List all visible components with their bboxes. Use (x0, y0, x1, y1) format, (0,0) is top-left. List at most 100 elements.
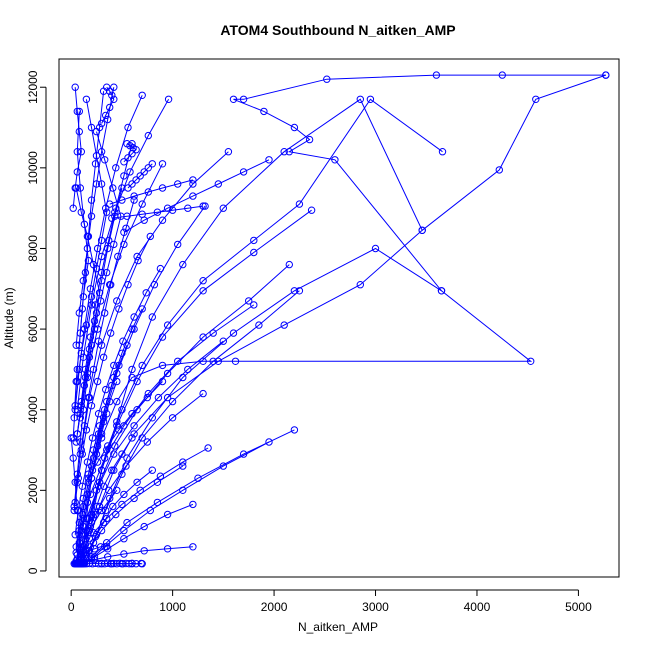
y-tick-label: 2000 (26, 477, 40, 504)
data-point (239, 95, 248, 104)
data-point (91, 301, 100, 309)
data-point (138, 434, 146, 442)
series-line (76, 99, 170, 410)
data-point (532, 95, 540, 104)
data-point (128, 410, 136, 418)
series-line (111, 205, 204, 219)
data-point (124, 184, 132, 192)
data-point (163, 545, 172, 553)
data-point (164, 95, 173, 104)
data-point (104, 244, 112, 253)
data-point (209, 357, 217, 365)
data-point (93, 458, 102, 466)
series-line (101, 86, 115, 124)
data-point (138, 305, 146, 313)
data-point (123, 341, 131, 349)
data-point (80, 220, 89, 229)
data-point (130, 422, 138, 430)
data-point (87, 474, 96, 482)
data-point (356, 95, 364, 104)
data-point (85, 547, 94, 555)
data-point (113, 377, 121, 386)
data-point (438, 148, 447, 156)
series-line (73, 199, 135, 511)
data-point (75, 107, 84, 116)
data-point (184, 204, 192, 212)
data-point (97, 506, 106, 515)
data-point (199, 287, 207, 295)
data-point (118, 450, 126, 458)
data-point (290, 123, 299, 132)
data-point (118, 196, 126, 204)
data-point (158, 361, 167, 370)
data-point (239, 450, 248, 458)
data-point (71, 83, 79, 91)
data-point (138, 91, 146, 100)
data-point (158, 333, 167, 341)
data-point (498, 71, 506, 79)
data-point (136, 172, 144, 180)
data-point (69, 454, 77, 462)
data-point (148, 466, 157, 474)
data-point (163, 393, 172, 402)
data-point (128, 559, 136, 567)
data-point (123, 518, 131, 527)
y-tick-label: 12000 (26, 70, 40, 104)
data-point (128, 434, 136, 442)
data-point (179, 260, 187, 269)
data-point (80, 325, 89, 333)
series-line (70, 437, 84, 564)
data-point (199, 277, 207, 285)
series-line (72, 87, 82, 209)
data-point (83, 373, 92, 382)
data-point (67, 434, 75, 442)
data-point (124, 154, 132, 162)
data-point (133, 406, 141, 414)
data-point (72, 438, 80, 446)
data-point (80, 381, 89, 390)
series-line (109, 179, 194, 205)
data-point (86, 333, 95, 341)
series-line (78, 74, 606, 564)
data-point (84, 474, 93, 482)
data-point (134, 256, 142, 265)
data-point (158, 216, 167, 224)
data-point (92, 264, 101, 273)
data-point (133, 377, 141, 386)
data-point (79, 293, 88, 301)
data-point (144, 131, 153, 140)
data-point (103, 514, 111, 523)
data-point (163, 204, 172, 212)
chart-title: ATOM4 Southbound N_aitken_AMP (220, 22, 455, 38)
data-point (73, 506, 82, 515)
data-point (113, 397, 121, 406)
data-point (104, 442, 112, 450)
data-point (76, 450, 85, 458)
data-point (88, 434, 97, 442)
data-point (120, 422, 128, 430)
data-point (128, 180, 136, 188)
data-point (103, 208, 111, 216)
data-point (110, 361, 118, 370)
data-point (82, 426, 91, 434)
data-point (89, 365, 98, 374)
data-point (105, 486, 113, 494)
data-point (199, 202, 207, 210)
data-point (106, 103, 114, 112)
data-point (110, 240, 118, 249)
data-point (76, 410, 85, 418)
data-point (101, 309, 109, 317)
data-point (146, 232, 155, 241)
data-point (124, 123, 132, 132)
data-point (107, 281, 115, 289)
data-point (97, 526, 106, 535)
data-point (92, 502, 101, 511)
data-point (356, 281, 364, 289)
data-point (179, 462, 187, 470)
data-point (154, 393, 163, 402)
data-point (153, 478, 162, 486)
data-point (295, 200, 304, 208)
series-line (72, 111, 89, 438)
data-point (290, 287, 299, 295)
